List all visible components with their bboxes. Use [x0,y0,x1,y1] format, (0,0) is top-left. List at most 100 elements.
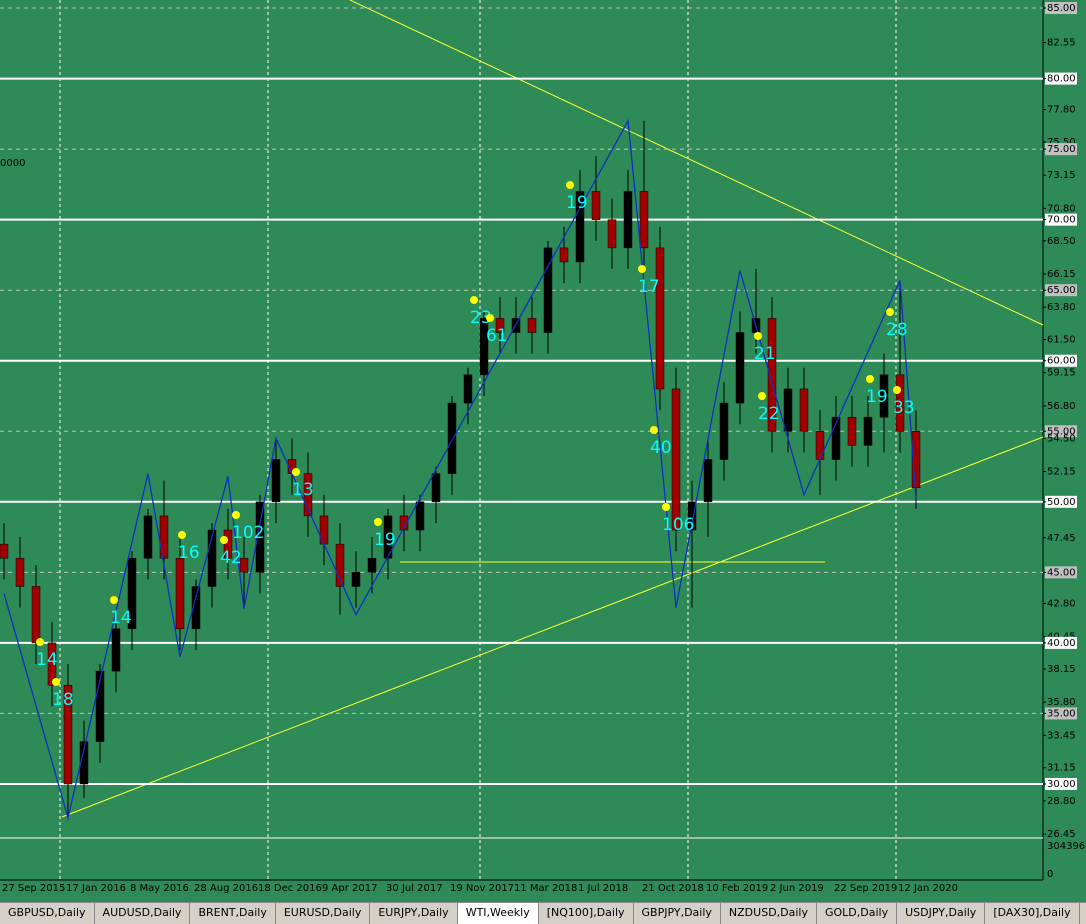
chart-tab[interactable]: NZDUSD,Daily [721,903,817,924]
price-box [1045,495,1077,508]
candle-body [879,374,889,418]
annotation: 102 [232,523,264,543]
y-tick-label: 80.00 [1047,74,1076,85]
chart-tab[interactable]: [NQ100],Daily [539,903,634,924]
y-tick-label: 28.80 [1047,796,1076,807]
signal-dot [220,536,228,544]
candle-body [639,191,649,249]
annotation: 28 [886,320,908,340]
signal-dot [486,314,494,322]
annotation: 106 [662,515,694,535]
signal-dot [374,518,382,526]
y-tick-label: 70.80 [1047,203,1076,214]
signal-dot [292,468,300,476]
y-tick-label: 77.80 [1047,105,1076,116]
candle-body [399,515,409,531]
chart-tab[interactable]: WTI,Weekly [457,903,539,924]
candle-body [655,247,665,390]
candle-body [31,586,41,644]
chart-tab[interactable]: EURUSD,Daily [276,903,371,924]
signal-dot [52,678,60,686]
candle-body [591,191,601,220]
annotation: 16 [178,543,200,563]
signal-dot [232,511,240,519]
x-tick-label: 22 Sep 2019 [834,883,897,894]
signal-dot [866,375,874,383]
signal-dot [650,426,658,434]
candle-body [623,191,633,249]
candle-body [815,431,825,460]
y-tick-label: 31.15 [1047,763,1076,774]
candle-body [719,402,729,460]
x-tick-label: 1 Jul 2018 [578,883,628,894]
year-separators [59,0,897,880]
chart-tab[interactable]: [DAX30],Daily [985,903,1080,924]
candle-body [191,586,201,630]
annotation: 14 [36,650,58,670]
candle-body [447,402,457,474]
chart: 0000 304396 0 85.0082.5580.0077.8075.507… [0,0,1085,894]
chart-tab[interactable]: USDJPY,Daily [897,903,986,924]
candle-body [303,473,313,517]
signal-dot [662,503,670,511]
candle-body [111,628,121,672]
chart-tab[interactable]: GOLD,Daily [817,903,898,924]
candle-body [863,416,873,446]
candle-body [495,318,505,333]
y-tick-label: 73.15 [1047,170,1076,181]
chart-tab[interactable]: BRENT,Daily [190,903,276,924]
x-tick-label: 21 Oct 2018 [642,883,704,894]
annotation: 23 [470,308,492,328]
candle-body [159,515,169,559]
x-tick-label: 28 Aug 2016 [194,883,258,894]
y-tick-label: 50.00 [1047,497,1076,508]
candle-body [687,501,697,531]
signal-dot [638,265,646,273]
candle-body [783,388,793,432]
price-box [1045,425,1077,438]
candle-body [543,247,553,333]
candle-body [223,529,233,559]
price-box [1045,566,1077,579]
candle-body [463,374,473,404]
candle-body [63,684,73,785]
y-tick-label: 66.15 [1047,269,1076,280]
y-tick-label: 42.80 [1047,598,1076,609]
candle-body [255,501,265,573]
y-tick-label: 75.00 [1047,144,1076,155]
chart-tab[interactable]: GBPJPY,Daily [634,903,721,924]
price-box [1045,284,1077,297]
y-tick-label: 65.00 [1047,285,1076,296]
candle-body [0,543,9,559]
annotation: 42 [220,548,242,568]
candle-body [895,374,905,432]
y-tick-label: 60.00 [1047,356,1076,367]
y-tick-label: 59.15 [1047,368,1076,379]
chart-tab[interactable]: [DJI [1080,903,1086,924]
candle-body [175,557,185,630]
candle-body [671,388,681,531]
candle-body [767,318,777,432]
signal-dot [178,531,186,539]
candle-body [79,741,89,785]
chart-tab[interactable]: AUDUSD,Daily [95,903,191,924]
volume-label: 304396 [1047,841,1085,852]
candle-body [207,529,217,587]
signal-dot [110,596,118,604]
chart-tab[interactable]: GBPUSD,Daily [0,903,95,924]
signal-dot [886,308,894,316]
chart-tab[interactable]: EURJPY,Daily [370,903,458,924]
annotation: 61 [486,326,508,346]
x-tick-label: 12 Jan 2020 [898,883,958,894]
candle-body [431,473,441,503]
y-tick-label: 26.45 [1047,829,1076,840]
y-tick-label: 30.00 [1047,779,1076,790]
candle-body [47,642,57,686]
candle-body [703,459,713,503]
signal-dot [893,386,901,394]
price-box [1045,72,1077,85]
y-tick-label: 54.50 [1047,433,1076,444]
candle-body [127,557,137,630]
x-tick-label: 8 May 2016 [130,883,189,894]
